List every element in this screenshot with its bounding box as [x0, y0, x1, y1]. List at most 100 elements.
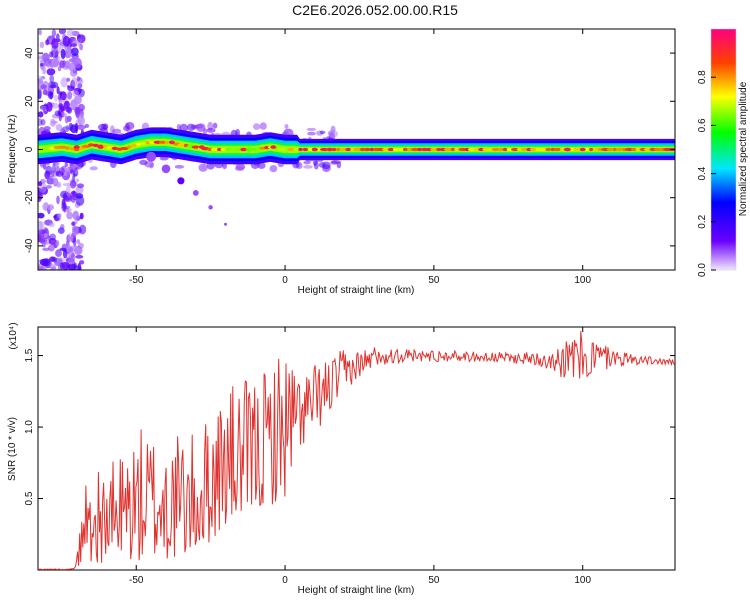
- spectrogram-noise-cell: [46, 68, 56, 76]
- spectrogram-ridge-cell: [92, 143, 99, 147]
- snr-series-line: [38, 331, 675, 570]
- spectrogram-noise-cell: [47, 63, 54, 70]
- spectrogram-noise-cell: [52, 102, 59, 109]
- spectrogram-branch-point: [146, 151, 157, 162]
- spectrogram-ridge-cell: [550, 147, 556, 152]
- spectrogram-ridge-cell: [398, 147, 403, 152]
- spectrogram-scatter-cell: [253, 123, 261, 130]
- colorbar-gradient: [710, 28, 737, 271]
- spectrogram-noise-cell: [38, 56, 46, 60]
- spectrogram-noise-cell: [55, 38, 61, 43]
- spectrogram-y-ticks: -40 -20 0 20 40: [24, 47, 675, 253]
- snr-x-tick-label: 100: [574, 575, 591, 586]
- spectrogram-noise-cell: [40, 105, 49, 112]
- spectrogram-scatter-cell: [112, 128, 122, 134]
- spectrogram-noise-cell: [59, 167, 65, 176]
- spectrogram-noise-cell: [52, 58, 59, 68]
- spectrogram-ridge-cell: [593, 147, 599, 152]
- spectrogram-noise-cell: [66, 245, 75, 253]
- spectrogram-ridge-cell: [491, 147, 500, 152]
- spectrogram-noise-cell: [47, 204, 54, 211]
- spectrogram-noise-cell: [75, 178, 80, 183]
- spectrogram-noise-cell: [72, 190, 76, 198]
- spectrogram-noise-cell: [59, 60, 65, 68]
- spectrogram-noise-cell: [62, 112, 67, 118]
- spectrogram-noise-cell: [74, 95, 82, 105]
- spectrogram-noise-cell: [42, 247, 50, 251]
- spectrogram-noise-cell: [40, 131, 48, 135]
- spectrogram-ridge-cell: [458, 147, 467, 152]
- spectrogram-scatter-cell: [149, 163, 154, 169]
- snr-y-tick-label: 0.5: [24, 491, 35, 505]
- spectrogram-noise-cell: [50, 81, 59, 89]
- spectrogram-noise-cell: [70, 194, 76, 203]
- spectrogram-noise-cell: [49, 176, 55, 180]
- spectrogram-noise-cell: [42, 89, 48, 96]
- spectrogram-ridge-cell: [65, 146, 70, 150]
- snr-x-label: Height of straight line (km): [298, 585, 415, 596]
- spectrogram-ridge-cell: [345, 147, 352, 152]
- spectrogram-noise-cell: [77, 242, 84, 249]
- spectrogram-ridge-cell: [339, 147, 348, 152]
- spectrogram-ridge-cell: [473, 147, 481, 152]
- spectrogram-noise-cell: [56, 195, 60, 205]
- spectrogram-ridge-cell: [502, 147, 509, 152]
- spectrogram-ridge-cell: [360, 147, 365, 152]
- spectrogram-noise-cell: [74, 217, 78, 225]
- snr-y-tick-label: 1.0: [24, 420, 35, 434]
- spectrogram-noise-cell: [71, 56, 78, 64]
- spectrogram-ridge-cell: [111, 146, 119, 150]
- spectrogram-scatter-cell: [159, 156, 169, 161]
- spectrogram-ridge-cell: [255, 147, 260, 151]
- spectrogram-noise-cell: [57, 93, 62, 101]
- spectrogram-ridge-cell: [410, 147, 419, 152]
- snr-y-ticks: 0.5 1.0 1.5: [24, 348, 675, 505]
- spectrogram-noise-cell: [65, 124, 70, 130]
- spectrogram-scatter-cell: [174, 164, 185, 169]
- spectrogram-ridge-cell: [302, 147, 309, 152]
- spectrogram-noise-cell: [40, 75, 46, 80]
- spectrogram-peak-cell: [579, 147, 586, 152]
- spectrogram-noise-cell: [77, 37, 82, 47]
- spectrogram-ridge-cell: [631, 147, 637, 152]
- spectrogram-noise-cell: [51, 120, 58, 124]
- spectrogram-noise-cell: [75, 193, 84, 199]
- spectrogram-ridge-cell: [615, 147, 624, 152]
- spectrogram-ridge-cell: [612, 147, 618, 152]
- spectrogram-noise-cell: [39, 258, 49, 267]
- spectrogram-noise-cell: [40, 119, 46, 126]
- colorbar-label: Normalized spectral amplitude: [738, 81, 749, 216]
- spectrogram-ridge-cell: [387, 147, 395, 152]
- colorbar-tick-label: 0.2: [697, 214, 708, 228]
- spectrogram-branch-point: [161, 164, 171, 174]
- spectrogram-x-tick-label: 0: [282, 275, 288, 286]
- spectrogram-noise-cell: [74, 167, 79, 171]
- spectrogram-noise-cell: [79, 212, 84, 220]
- spectrogram-noise-cell: [45, 170, 55, 178]
- spectrogram-ridge-cell: [363, 147, 371, 152]
- spectrogram-branch-point: [192, 190, 199, 196]
- spectrogram-noise-cell: [69, 179, 77, 189]
- spectrogram-ridge-cell: [191, 145, 200, 149]
- spectrogram-noise-cell: [38, 220, 43, 231]
- spectrogram-scatter-cell: [331, 160, 342, 164]
- spectrogram-noise-cell: [56, 257, 66, 263]
- spectrogram-noise-cell: [57, 213, 62, 219]
- spectrogram-noise-cell: [43, 58, 52, 67]
- spectrogram-peak-cell: [311, 147, 318, 152]
- spectrogram-noise-cell: [62, 205, 71, 209]
- spectrogram-noise-cell: [38, 181, 43, 187]
- snr-x-tick-label: -50: [129, 575, 144, 586]
- snr-x-tick-label: 50: [428, 575, 440, 586]
- spectrogram-noise-cell: [38, 234, 42, 242]
- spectrogram-ridge-cell: [319, 147, 329, 152]
- spectrogram-noise-cell: [38, 75, 42, 84]
- spectrogram-noise-cell: [51, 29, 57, 37]
- spectrogram-noise-cell: [40, 63, 44, 67]
- spectrogram-noise-cell: [58, 29, 66, 35]
- spectrogram-noise-cell: [74, 106, 82, 115]
- snr-chart: -50 0 50 100 0.5 1.0 1.5 Height of straight l…: [7, 322, 676, 596]
- spectrogram-ridge-cell: [298, 147, 303, 152]
- spectrogram-ridge-cell: [624, 147, 634, 152]
